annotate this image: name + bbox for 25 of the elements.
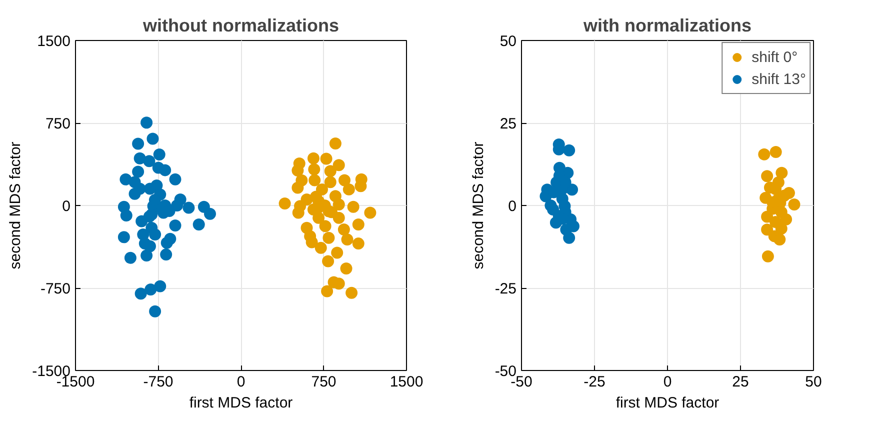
x-tick-label: -25 — [584, 374, 606, 390]
y-tick-label: -25 — [494, 280, 517, 298]
y-tick-label: 25 — [500, 116, 517, 132]
x-tick-label: 750 — [311, 374, 336, 390]
y-axis-title: second MDS factor — [470, 142, 487, 270]
legend-label: shift 13° — [752, 70, 806, 88]
y-axis-title: second MDS factor — [7, 142, 24, 270]
y-tick-label: 0 — [508, 198, 516, 215]
legend-label: shift 0° — [752, 48, 798, 66]
x-tick-label: -750 — [143, 374, 174, 390]
x-axis-title: first MDS factor — [189, 394, 293, 412]
y-tick-label: 50 — [500, 33, 517, 50]
x-tick-label: 25 — [732, 374, 749, 390]
x-tick-label: 0 — [236, 374, 246, 390]
y-tick-label: -50 — [494, 363, 517, 380]
x-tick-label: 1500 — [390, 374, 424, 390]
chart-title: without normalizations — [142, 16, 339, 36]
chart-title: with normalizations — [582, 16, 752, 36]
y-tick-label: 1500 — [37, 33, 71, 50]
x-axis-title: first MDS factor — [616, 394, 720, 412]
x-tick-label: 50 — [805, 374, 822, 390]
y-tick-label: -750 — [40, 280, 71, 298]
y-tick-label: 750 — [45, 116, 71, 132]
y-tick-label: 0 — [62, 198, 70, 215]
x-tick-label: 0 — [663, 374, 672, 390]
